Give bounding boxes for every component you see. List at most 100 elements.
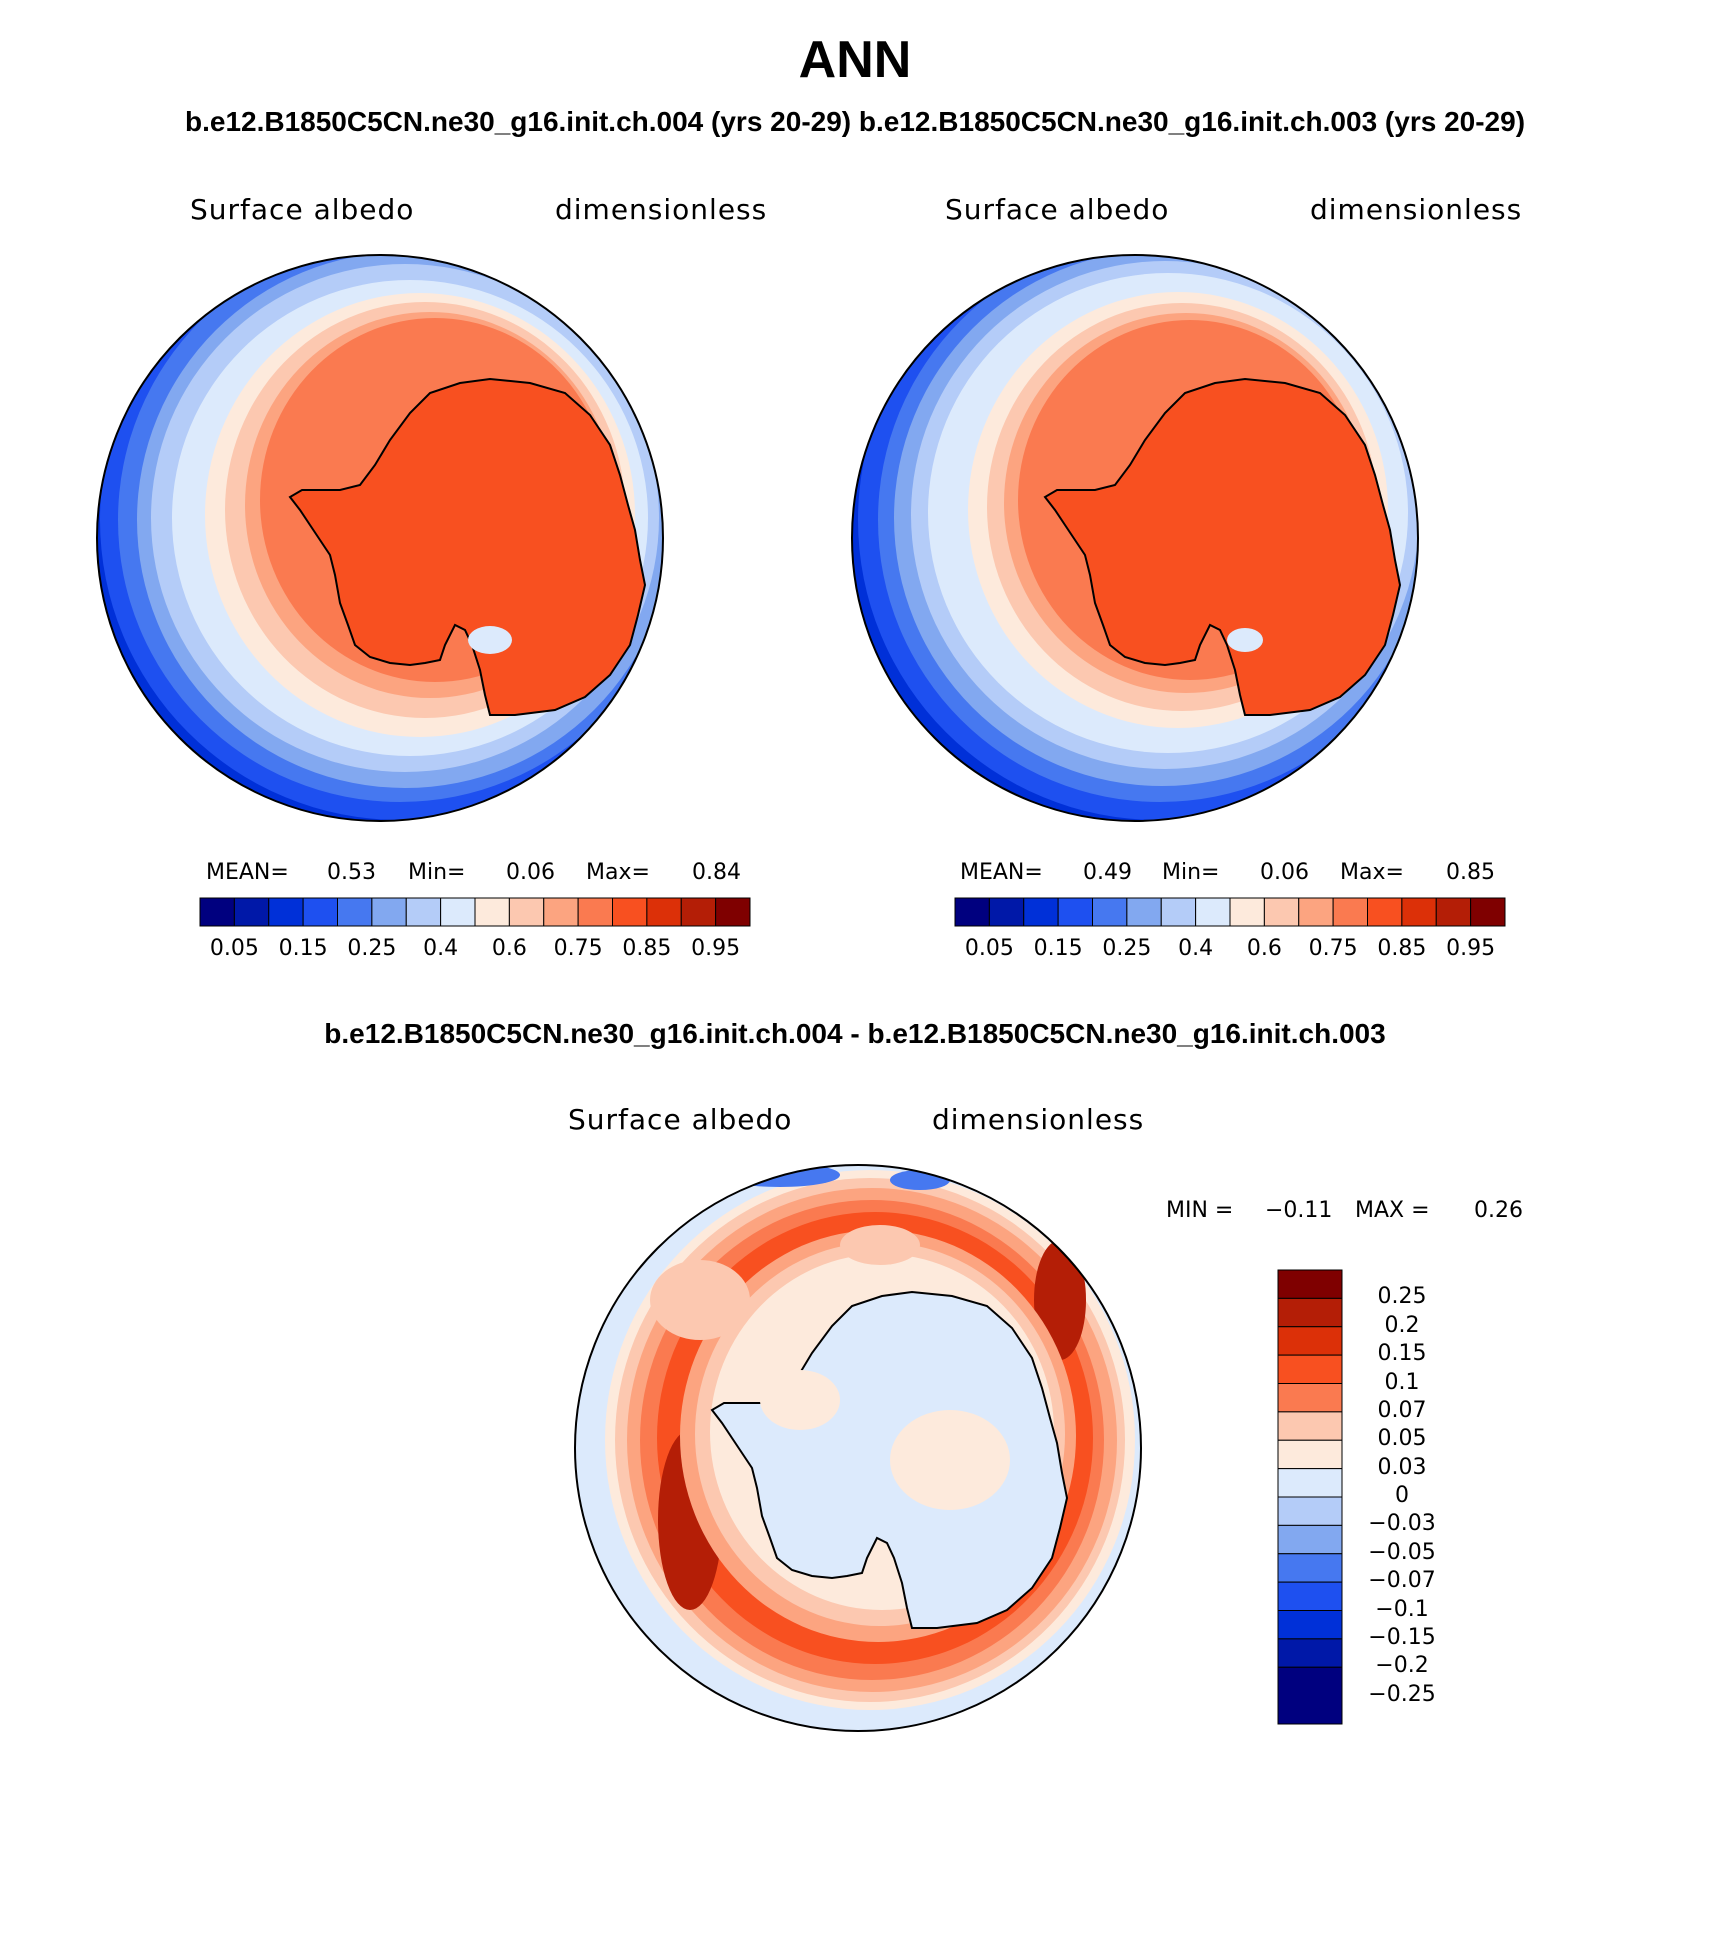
colorbar1-tick-label: 0.85 xyxy=(622,936,672,961)
panel2-variable: Surface albedo xyxy=(945,193,1170,226)
colorbar2-swatch xyxy=(1057,897,1093,927)
colorbar3-tick-label: 0.1 xyxy=(1384,1369,1420,1395)
panel1-map-border xyxy=(96,254,664,822)
panel1-max-value: 0.84 xyxy=(692,860,741,885)
colorbar2 xyxy=(954,897,1506,927)
colorbar3-swatch xyxy=(1277,1297,1343,1328)
colorbar3-swatch xyxy=(1277,1326,1343,1356)
colorbar3-swatch xyxy=(1277,1411,1343,1441)
colorbar1-swatch xyxy=(440,897,476,927)
colorbar2-swatch xyxy=(1435,897,1472,927)
colorbar3-tick-label: −0.15 xyxy=(1368,1624,1436,1650)
colorbar3-swatch xyxy=(1277,1524,1343,1555)
panel3-max-label: MAX = xyxy=(1355,1198,1430,1223)
case-titles: b.e12.B1850C5CN.ne30_g16.init.ch.004 (yr… xyxy=(0,106,1710,138)
colorbar2-tick-label: 0.15 xyxy=(1033,936,1083,961)
colorbar2-swatch xyxy=(1160,897,1197,927)
colorbar1-swatch xyxy=(577,897,613,927)
colorbar2-swatch xyxy=(1332,897,1368,927)
colorbar1-tick-label: 0.15 xyxy=(278,936,328,961)
panel3-max-value: 0.26 xyxy=(1474,1198,1523,1223)
panel1-min-value: 0.06 xyxy=(506,860,555,885)
colorbar3-tick-label: 0.05 xyxy=(1377,1426,1427,1452)
panel1-units: dimensionless xyxy=(555,193,768,226)
panel1-mean-label: MEAN= xyxy=(206,860,289,885)
colorbar2-tick-label: 0.4 xyxy=(1178,936,1214,961)
colorbar1-swatch xyxy=(371,897,407,927)
colorbar2-swatch xyxy=(1195,897,1231,927)
colorbar1-swatch xyxy=(715,897,751,927)
colorbar3-swatch xyxy=(1277,1666,1343,1725)
colorbar3-swatch xyxy=(1277,1269,1343,1299)
colorbar1-tick-label: 0.25 xyxy=(347,936,397,961)
case-title-right: b.e12.B1850C5CN.ne30_g16.init.ch.003 (yr… xyxy=(858,106,1526,137)
colorbar3-swatch xyxy=(1277,1610,1343,1640)
colorbar3-tick-label: 0.2 xyxy=(1384,1312,1420,1338)
colorbar3-swatch xyxy=(1277,1439,1343,1470)
panel2-max-value: 0.85 xyxy=(1446,860,1495,885)
panel1-min-label: Min= xyxy=(408,860,466,885)
colorbar1-swatch xyxy=(680,897,717,927)
colorbar3 xyxy=(1277,1269,1343,1725)
colorbar3-tick-label: 0 xyxy=(1395,1483,1409,1508)
colorbar1-swatch xyxy=(268,897,304,927)
colorbar3-tick-label: 0.03 xyxy=(1377,1454,1427,1480)
colorbar1 xyxy=(199,897,751,927)
panel2-min-value: 0.06 xyxy=(1260,860,1309,885)
colorbar2-swatch xyxy=(954,897,990,927)
panel3-min-label: MIN = xyxy=(1166,1198,1234,1223)
colorbar3-swatch xyxy=(1277,1468,1343,1498)
panel3-map-border xyxy=(574,1164,1142,1732)
colorbar3-swatch xyxy=(1277,1553,1343,1583)
panel1-variable: Surface albedo xyxy=(190,193,415,226)
colorbar2-tick-label: 0.25 xyxy=(1102,936,1152,961)
colorbar2-tick-label: 0.05 xyxy=(964,936,1014,961)
colorbar3-swatch xyxy=(1277,1383,1343,1413)
colorbar2-swatch xyxy=(1298,897,1334,927)
colorbar2-swatch xyxy=(1401,897,1437,927)
colorbar3-tick-label: −0.05 xyxy=(1368,1539,1436,1565)
colorbar3-tick-label: −0.2 xyxy=(1375,1653,1429,1679)
figure-title: ANN xyxy=(798,31,912,89)
colorbar2-swatch xyxy=(1263,897,1300,927)
panel1-map xyxy=(97,255,663,821)
colorbar2-swatch xyxy=(1023,897,1059,927)
colorbar2-tick-label: 0.85 xyxy=(1377,936,1427,961)
panel2-units: dimensionless xyxy=(1310,193,1523,226)
colorbar1-tick-label: 0.4 xyxy=(423,936,459,961)
colorbar3-swatch xyxy=(1277,1581,1343,1611)
panel1-mean-value: 0.53 xyxy=(327,860,376,885)
colorbar3-tick-label: −0.1 xyxy=(1375,1596,1429,1622)
colorbar1-tick-label: 0.05 xyxy=(209,936,259,961)
colorbar1-swatch xyxy=(302,897,338,927)
panel2-mean-value: 0.49 xyxy=(1083,860,1132,885)
colorbar3-swatch xyxy=(1277,1638,1343,1668)
case-title-left: b.e12.B1850C5CN.ne30_g16.init.ch.004 (yr… xyxy=(184,106,852,137)
colorbar2-swatch xyxy=(1126,897,1162,927)
colorbar1-swatch xyxy=(405,897,442,927)
colorbar1-tick-label: 0.95 xyxy=(691,936,741,961)
panel2-map-border xyxy=(851,254,1419,822)
difference-title: b.e12.B1850C5CN.ne30_g16.init.ch.004 - b… xyxy=(324,1018,1386,1049)
panel2-max-label: Max= xyxy=(1340,860,1404,885)
panel3-map xyxy=(575,1165,1141,1731)
colorbar1-swatch xyxy=(199,897,235,927)
colorbar1-swatch xyxy=(474,897,510,927)
colorbar2-swatch xyxy=(1092,897,1128,927)
colorbar3-swatch xyxy=(1277,1354,1343,1384)
colorbar3-tick-label: 0.15 xyxy=(1377,1341,1427,1367)
colorbar1-tick-label: 0.6 xyxy=(491,936,527,961)
colorbar2-tick-label: 0.75 xyxy=(1308,936,1358,961)
colorbar2-tick-label: 0.95 xyxy=(1446,936,1496,961)
panel2-map xyxy=(852,255,1418,821)
colorbar3-tick-label: −0.25 xyxy=(1368,1681,1436,1707)
colorbar3-tick-label: 0.07 xyxy=(1377,1397,1427,1423)
panel2-mean-label: MEAN= xyxy=(960,860,1043,885)
panel3-units: dimensionless xyxy=(932,1103,1145,1136)
colorbar1-swatch xyxy=(508,897,545,927)
panel1-max-label: Max= xyxy=(586,860,650,885)
panel2-min-label: Min= xyxy=(1162,860,1220,885)
colorbar3-tick-label: −0.07 xyxy=(1368,1568,1436,1594)
colorbar2-swatch xyxy=(1229,897,1265,927)
